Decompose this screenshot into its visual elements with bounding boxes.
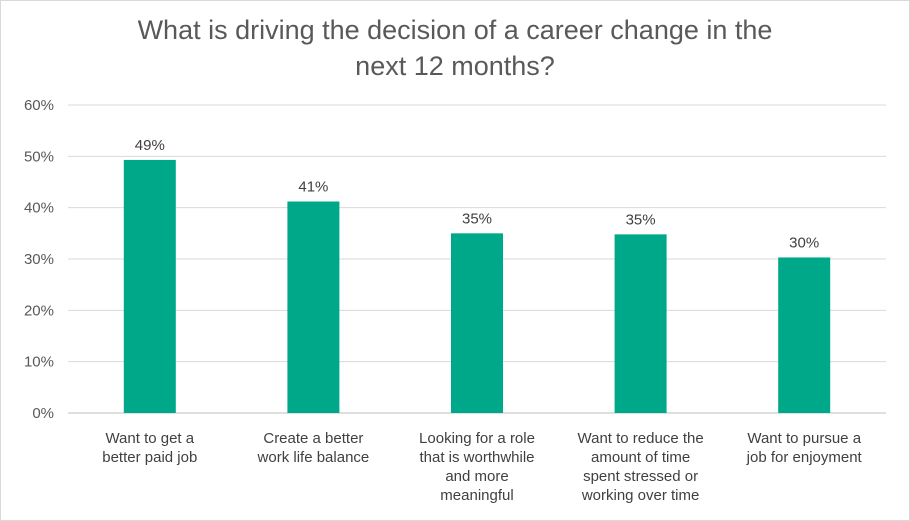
y-tick-label: 40% — [24, 200, 54, 217]
data-label: 30% — [789, 234, 819, 251]
category-label-line: amount of time — [591, 449, 690, 466]
category-label-line: meaningful — [440, 487, 513, 504]
category-label: Looking for a role that is worthwhile and … — [419, 430, 535, 504]
category-label-line: Looking for a role — [419, 430, 535, 447]
category-label: Want to reduce the amount of time spent st… — [578, 430, 704, 504]
bar — [123, 159, 176, 413]
y-tick-label: 30% — [24, 251, 54, 268]
chart-title-line-1: What is driving the decision of a career… — [137, 15, 773, 45]
y-tick-label: 60% — [24, 97, 54, 114]
category-label-line: and more — [445, 468, 508, 485]
data-label: 41% — [298, 179, 328, 196]
category-label-line: spent stressed or — [583, 468, 698, 485]
bar — [778, 257, 831, 413]
category-label: Want to get a better paid job — [102, 430, 197, 466]
bar — [287, 201, 340, 413]
data-label: 49% — [135, 137, 165, 154]
category-label-line: Want to reduce the — [578, 430, 704, 447]
chart-title-line-2: next 12 months? — [355, 51, 555, 81]
category-label: Want to pursue a job for enjoyment — [746, 430, 863, 466]
y-tick-label: 50% — [24, 148, 54, 165]
y-tick-label: 0% — [32, 405, 54, 422]
category-label-line: Create a better — [263, 430, 363, 447]
chart-title: What is driving the decision of a career… — [0, 12, 910, 84]
bar — [614, 234, 667, 413]
category-label-line: job for enjoyment — [746, 449, 863, 466]
data-label: 35% — [626, 211, 656, 228]
category-label-line: better paid job — [102, 449, 197, 466]
y-tick-label: 20% — [24, 302, 54, 319]
data-label: 35% — [462, 210, 492, 227]
y-tick-label: 10% — [24, 354, 54, 371]
category-label-line: working over time — [581, 487, 700, 504]
category-label-line: work life balance — [257, 449, 370, 466]
category-label: Create a better work life balance — [257, 430, 370, 466]
bar — [451, 233, 503, 413]
category-label-line: Want to pursue a — [747, 430, 861, 447]
category-label-line: that is worthwhile — [419, 449, 534, 466]
category-label-line: Want to get a — [105, 430, 194, 447]
